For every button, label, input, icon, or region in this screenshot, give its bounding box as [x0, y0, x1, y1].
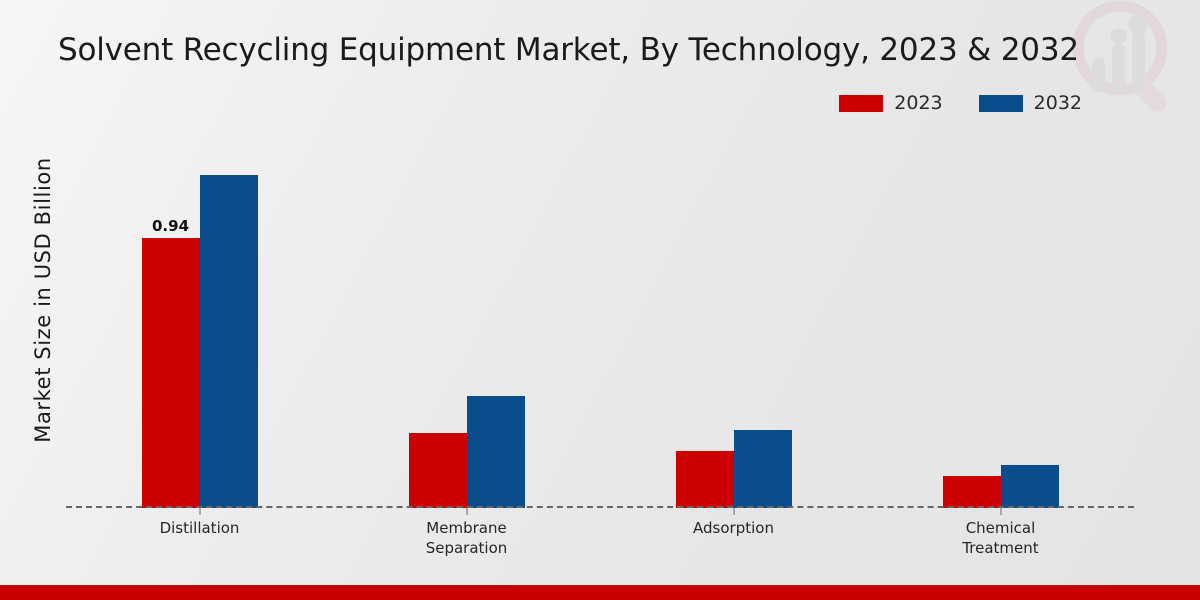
bar-group: Adsorption — [600, 120, 867, 537]
x-axis-tick — [1000, 508, 1001, 515]
bar-2023[interactable] — [942, 476, 1001, 508]
bar-2032[interactable] — [733, 430, 792, 508]
bar-value-label: 0.94 — [151, 216, 190, 235]
bar-group: 0.94 Distillation — [66, 120, 333, 537]
bar-group: Chemical Treatment — [867, 120, 1134, 557]
legend-label-2023: 2023 — [894, 92, 943, 114]
footer-accent-bar — [0, 585, 1200, 600]
legend-label-2032: 2032 — [1033, 92, 1082, 114]
x-axis-tick — [466, 508, 467, 515]
bar-pair — [408, 395, 525, 508]
x-axis-category-label: Chemical Treatment — [962, 519, 1039, 557]
legend-swatch-2023 — [839, 94, 884, 112]
bar-pair — [942, 464, 1059, 508]
bar-group: Membrane Separation — [333, 120, 600, 557]
legend-swatch-2032 — [978, 94, 1023, 112]
bar-pair — [675, 430, 792, 508]
y-axis-title-text: Market Size in USD Billion — [30, 157, 55, 443]
chart-legend: 2023 2032 — [839, 92, 1082, 114]
bar-2023[interactable] — [408, 433, 467, 508]
bar-pair: 0.94 — [141, 174, 258, 508]
bar-2023[interactable]: 0.94 — [141, 217, 200, 508]
x-axis-category-label: Adsorption — [693, 519, 774, 537]
legend-item-2023[interactable]: 2023 — [839, 92, 943, 114]
bar-2032[interactable] — [466, 395, 525, 508]
x-axis-category-label: Distillation — [159, 519, 240, 537]
bar-groups: 0.94 Distillation Membrane Separation Adsor… — [66, 120, 1134, 557]
bar-2032[interactable] — [199, 174, 258, 508]
x-axis-category-label: Membrane Separation — [425, 519, 508, 557]
x-axis-tick — [199, 508, 200, 515]
x-axis-tick — [733, 508, 734, 515]
chart-title: Solvent Recycling Equipment Market, By T… — [58, 32, 1079, 68]
bar-2023[interactable] — [675, 450, 734, 508]
bar-2032[interactable] — [1000, 464, 1059, 508]
legend-item-2032[interactable]: 2032 — [978, 92, 1082, 114]
x-axis-baseline — [66, 506, 1134, 508]
plot-area: 0.94 Distillation Membrane Separation Adsor… — [66, 120, 1134, 557]
